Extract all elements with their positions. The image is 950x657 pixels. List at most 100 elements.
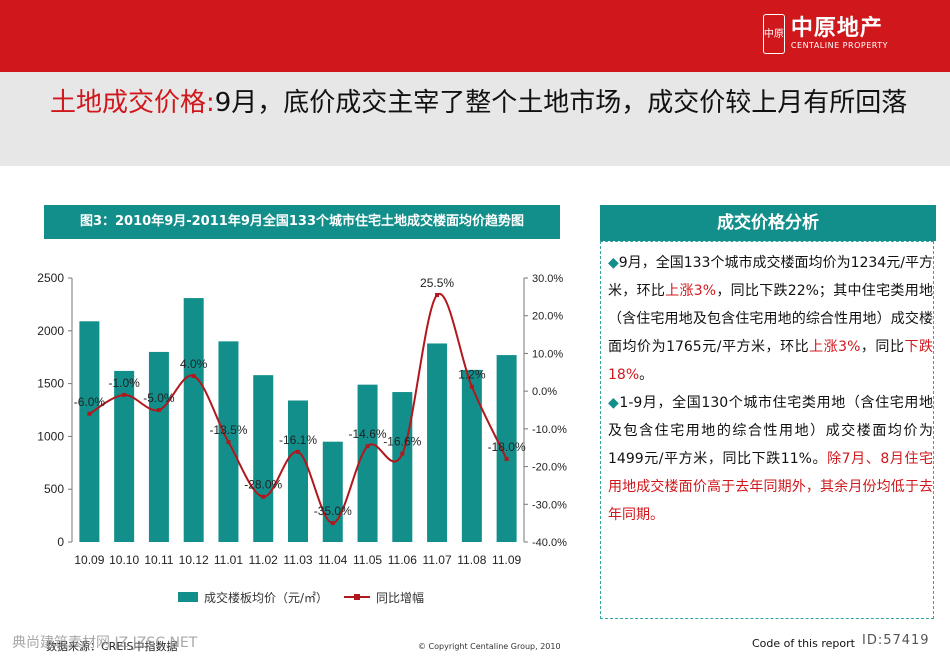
chart-legend: 成交楼板均价（元/㎡） 同比增幅 <box>178 588 538 608</box>
yoy-data-label: -16.1% <box>279 433 317 447</box>
bar <box>392 392 413 542</box>
legend-bar-swatch <box>178 592 198 602</box>
bar <box>183 298 204 542</box>
yoy-data-label: 4.0% <box>180 357 208 371</box>
bar <box>253 375 274 542</box>
yoy-data-label: -6.0% <box>74 395 106 409</box>
bar <box>357 384 378 542</box>
right-tick-label: 0.0% <box>532 386 557 398</box>
legend-bar-label: 成交楼板均价（元/㎡） <box>204 591 329 605</box>
title-band <box>0 72 950 166</box>
right-tick-label: 20.0% <box>532 311 563 323</box>
right-tick-label: -30.0% <box>532 499 567 511</box>
data-source-note: 数据来源：CREIS中指数据 <box>46 640 178 653</box>
title-keyword: 土地成交价格: <box>50 88 215 118</box>
yoy-point <box>400 451 405 456</box>
yoy-point <box>365 444 370 449</box>
watermark-text: 典尚建筑素材网 JZ.JZSC.NET <box>12 635 198 651</box>
analysis-paragraph-2: ◆1-9月，全国130个城市住宅类用地（含住宅用地及包含住宅用地的综合性用地）成… <box>608 389 933 529</box>
right-tick-label: -10.0% <box>532 424 567 436</box>
yoy-point <box>87 411 92 416</box>
bar <box>461 369 482 542</box>
yoy-data-label: -28.0% <box>244 478 282 492</box>
yoy-data-label: 1.2% <box>458 368 486 382</box>
yoy-data-label: -5.0% <box>143 391 175 405</box>
left-tick-label: 500 <box>44 482 64 496</box>
bullet-diamond-icon: ◆ <box>608 255 619 271</box>
yoy-point <box>191 374 196 379</box>
bar <box>148 351 169 542</box>
category-label: 11.01 <box>214 553 243 567</box>
analysis-paragraph-1: ◆9月，全国133个城市成交楼面均价为1234元/平方米，环比上涨3%，同比下跌… <box>608 249 933 389</box>
left-tick-label: 0 <box>57 535 64 549</box>
category-label: 11.07 <box>423 553 452 567</box>
yoy-point <box>261 494 266 499</box>
p1-text-e: ，同比 <box>860 339 905 355</box>
bar <box>322 441 343 542</box>
bar <box>79 321 100 542</box>
report-code-label: Code of this report <box>752 637 855 650</box>
logo-english-name: CENTALINE PROPERTY <box>790 41 888 50</box>
bar <box>427 343 448 542</box>
p1-text-c: ，同比下跌22%；其中住宅类用地（含住宅用地及包含住宅用地的综合性用地）成交楼面… <box>608 283 934 355</box>
chart-title: 图3：2010年9月-2011年9月全国133个城市住宅土地成交楼面均价趋势图 <box>44 205 560 239</box>
p1-highlight-rise: 上涨3% <box>665 283 717 299</box>
copyright-note: © Copyright Centaline Group, 2010 <box>418 642 561 651</box>
left-tick-label: 2500 <box>37 271 64 285</box>
yoy-growth-line <box>88 292 508 525</box>
legend-line-marker <box>354 594 360 600</box>
yoy-data-label: -1.0% <box>108 376 140 390</box>
id-number: ID:57419 <box>862 633 930 648</box>
category-label: 10.09 <box>74 553 104 567</box>
category-label: 11.09 <box>492 553 521 567</box>
category-label: 10.11 <box>144 553 173 567</box>
bar <box>114 370 135 542</box>
category-label: 10.12 <box>179 553 209 567</box>
bar <box>288 400 308 542</box>
yoy-point <box>504 457 509 462</box>
category-label: 11.04 <box>318 553 347 567</box>
price-trend-chart: 0 500 1000 1500 2000 2500 -40.0% -30.0% -20.0% -1… <box>37 271 567 567</box>
yoy-data-label: -13.5% <box>209 423 247 437</box>
p1-text-a: 9月，全国133个城市成交楼面均价为1234元/平方米，环比 <box>608 255 933 299</box>
yoy-data-label: 25.5% <box>420 276 454 290</box>
left-tick-label: 2000 <box>37 324 64 338</box>
yoy-data-label: -14.6% <box>349 427 387 441</box>
top-banner: 中原 中原地产 CENTALINE PROPERTY <box>0 0 950 72</box>
category-label: 10.10 <box>109 553 139 567</box>
p1-text-g: 。 <box>639 367 654 383</box>
analysis-text: ◆9月，全国133个城市成交楼面均价为1234元/平方米，环比上涨3%，同比下跌… <box>608 249 933 529</box>
yoy-data-label: -18.0% <box>488 440 526 454</box>
logo-seal-text: 中原 <box>763 28 784 40</box>
right-tick-label: -40.0% <box>532 537 567 549</box>
page-title: 土地成交价格:9月，底价成交主宰了整个土地市场，成交价较上月有所回落 <box>50 86 910 120</box>
yoy-point <box>330 521 335 526</box>
category-label: 11.05 <box>353 553 382 567</box>
left-tick-label: 1500 <box>37 377 64 391</box>
category-label: 11.08 <box>457 553 486 567</box>
left-tick-label: 1000 <box>37 429 64 443</box>
yoy-point <box>435 292 440 297</box>
yoy-point <box>296 449 300 454</box>
category-label: 11.02 <box>249 553 278 567</box>
centaline-logo: 中原 中原地产 CENTALINE PROPERTY <box>762 14 888 54</box>
logo-chinese-name: 中原地产 <box>790 16 883 41</box>
category-label: 11.06 <box>388 553 417 567</box>
yoy-point <box>469 384 474 389</box>
p2-highlight: 除7月、8月住宅用地成交楼面价高于去年同期外，其余月份均低于去年同期。 <box>608 451 933 523</box>
analysis-panel <box>600 241 934 619</box>
yoy-point <box>226 440 231 445</box>
category-label: 11.03 <box>283 553 312 567</box>
yoy-point <box>156 408 161 412</box>
p2-text-a: 1-9月，全国130个城市住宅类用地（含住宅用地及包含住宅用地的综合性用地）成交… <box>608 395 933 467</box>
right-tick-label: 10.0% <box>532 348 563 360</box>
bar <box>496 355 517 542</box>
legend-line-label: 同比增幅 <box>376 591 425 605</box>
analysis-heading: 成交价格分析 <box>600 205 936 241</box>
yoy-point <box>122 392 127 397</box>
title-text: 9月，底价成交主宰了整个土地市场，成交价较上月有所回落 <box>214 88 908 118</box>
logo-seal-icon: 中原 <box>762 14 785 54</box>
right-tick-label: -20.0% <box>532 462 567 474</box>
bullet-diamond-icon-2: ◆ <box>608 395 620 411</box>
p1-highlight-drop: 下跌18% <box>608 339 934 383</box>
